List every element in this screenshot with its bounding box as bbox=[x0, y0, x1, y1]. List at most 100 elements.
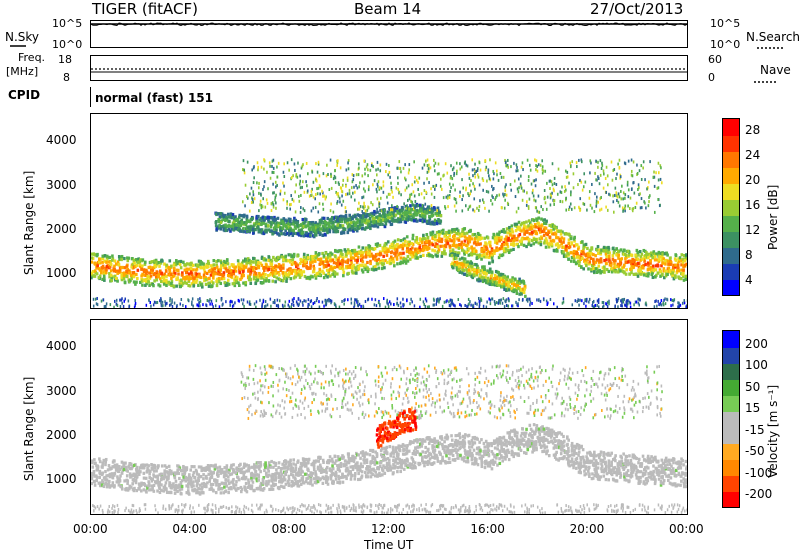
range-cell bbox=[211, 271, 215, 275]
range-cell bbox=[286, 161, 289, 165]
range-cell bbox=[469, 204, 472, 208]
range-cell bbox=[619, 269, 622, 273]
range-cell bbox=[549, 179, 552, 183]
range-cell bbox=[445, 195, 448, 199]
range-cell bbox=[682, 274, 685, 278]
range-cell bbox=[606, 300, 609, 304]
range-cell bbox=[612, 259, 616, 263]
range-cell bbox=[433, 169, 436, 173]
range-cell bbox=[628, 300, 631, 304]
range-cell bbox=[226, 262, 230, 266]
range-cell bbox=[304, 218, 308, 222]
range-cell bbox=[311, 260, 314, 264]
range-cell bbox=[472, 208, 474, 212]
range-cell bbox=[263, 180, 266, 184]
range-cell bbox=[503, 276, 507, 280]
range-cell bbox=[139, 280, 142, 285]
range-cell bbox=[484, 159, 487, 163]
range-cell bbox=[385, 260, 389, 264]
range-cell bbox=[426, 158, 429, 162]
range-cell bbox=[451, 252, 454, 256]
range-cell bbox=[678, 305, 680, 308]
range-cell bbox=[526, 299, 529, 303]
range-cell bbox=[589, 252, 593, 256]
range-cell bbox=[371, 254, 375, 258]
range-cell bbox=[504, 193, 506, 197]
range-cell bbox=[278, 299, 281, 303]
range-cell bbox=[324, 228, 328, 232]
range-cell bbox=[545, 219, 548, 223]
range-cell bbox=[322, 265, 326, 269]
range-cell bbox=[637, 301, 640, 305]
range-cell bbox=[353, 248, 357, 252]
range-cell bbox=[549, 196, 552, 200]
range-cell bbox=[611, 178, 614, 182]
range-cell bbox=[516, 187, 519, 191]
range-cell bbox=[432, 297, 435, 301]
range-cell bbox=[627, 159, 630, 163]
range-cell bbox=[273, 258, 277, 262]
range-cell bbox=[330, 172, 332, 176]
range-cell bbox=[451, 243, 455, 248]
range-cell bbox=[449, 298, 452, 302]
range-cell bbox=[428, 216, 432, 221]
range-cell bbox=[476, 266, 480, 271]
range-cell bbox=[352, 256, 356, 260]
range-cell bbox=[366, 163, 369, 167]
range-cell bbox=[344, 298, 346, 302]
range-cell bbox=[322, 207, 325, 211]
range-cell bbox=[254, 227, 257, 232]
range-cell bbox=[390, 188, 393, 192]
range-cell bbox=[340, 219, 344, 224]
range-cell bbox=[349, 258, 353, 262]
range-cell bbox=[198, 272, 201, 276]
range-cell bbox=[535, 164, 537, 168]
range-cell bbox=[494, 302, 496, 306]
range-cell bbox=[195, 272, 199, 276]
range-cell bbox=[521, 221, 524, 225]
range-cell bbox=[666, 297, 668, 301]
range-cell bbox=[137, 260, 141, 264]
range-cell bbox=[310, 230, 313, 235]
range-cell bbox=[322, 271, 325, 275]
range-cell bbox=[312, 227, 315, 231]
range-cell bbox=[314, 274, 318, 278]
range-cell bbox=[523, 285, 527, 289]
range-cell bbox=[257, 214, 260, 219]
range-cell bbox=[320, 261, 323, 265]
range-cell bbox=[629, 196, 632, 200]
range-cell bbox=[649, 265, 653, 269]
range-cell bbox=[584, 180, 587, 184]
range-cell bbox=[202, 273, 206, 277]
range-cell bbox=[444, 252, 447, 256]
range-cell bbox=[614, 264, 618, 268]
range-cell bbox=[429, 233, 433, 237]
range-cell bbox=[586, 257, 589, 262]
range-cell bbox=[296, 221, 299, 225]
range-cell bbox=[321, 189, 323, 193]
range-cell bbox=[256, 161, 259, 165]
range-cell bbox=[122, 274, 126, 278]
range-cell bbox=[350, 227, 354, 231]
range-cell bbox=[632, 272, 636, 276]
range-cell bbox=[99, 271, 103, 275]
range-cell bbox=[188, 299, 190, 303]
range-cell bbox=[426, 205, 430, 209]
range-cell bbox=[452, 183, 454, 187]
range-cell bbox=[203, 265, 206, 269]
range-cell bbox=[489, 158, 491, 162]
range-cell bbox=[392, 240, 395, 245]
range-cell bbox=[664, 258, 668, 263]
range-cell bbox=[282, 217, 286, 221]
range-cell bbox=[528, 197, 531, 201]
range-cell bbox=[411, 200, 413, 204]
range-cell bbox=[172, 266, 176, 271]
range-cell bbox=[635, 300, 638, 304]
range-cell bbox=[559, 199, 562, 203]
range-cell bbox=[105, 268, 108, 272]
range-cell bbox=[537, 210, 540, 214]
range-cell bbox=[165, 269, 168, 273]
range-cell bbox=[594, 260, 598, 264]
range-cell bbox=[326, 298, 329, 302]
range-cell bbox=[345, 184, 347, 188]
